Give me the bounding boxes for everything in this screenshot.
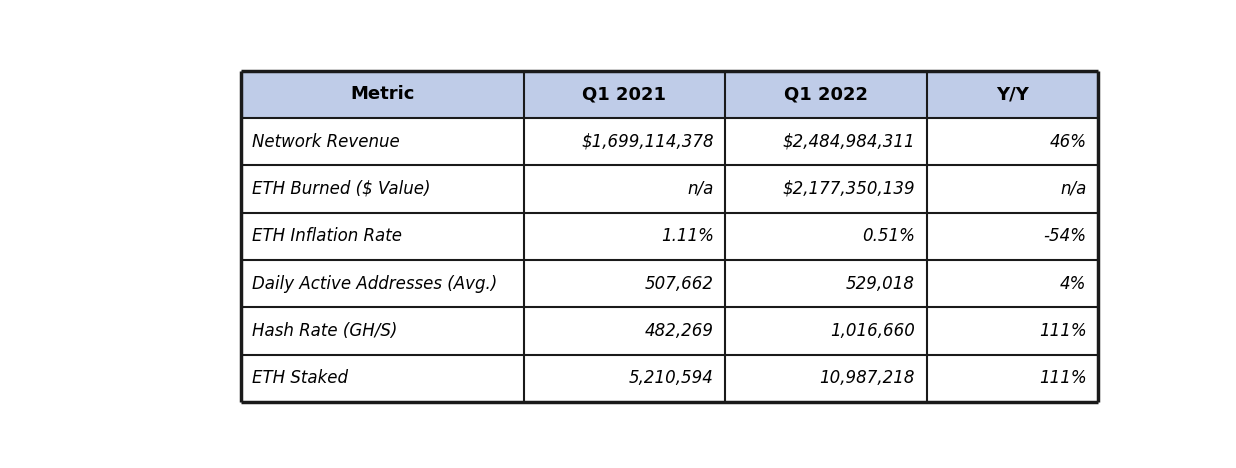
Bar xyxy=(927,260,1098,307)
Bar xyxy=(524,71,726,118)
Text: $2,177,350,139: $2,177,350,139 xyxy=(782,180,915,198)
Bar xyxy=(241,212,524,260)
Text: Daily Active Addresses (Avg.): Daily Active Addresses (Avg.) xyxy=(252,275,497,292)
Bar xyxy=(927,165,1098,212)
Text: 1,016,660: 1,016,660 xyxy=(831,322,915,340)
Bar xyxy=(524,212,726,260)
Text: ETH Staked: ETH Staked xyxy=(252,369,349,388)
Bar xyxy=(524,260,726,307)
Bar xyxy=(524,118,726,165)
Text: 111%: 111% xyxy=(1039,369,1086,388)
Bar xyxy=(726,355,927,402)
Bar xyxy=(726,260,927,307)
Bar xyxy=(726,212,927,260)
Bar xyxy=(927,355,1098,402)
Bar xyxy=(927,71,1098,118)
Text: Q1 2022: Q1 2022 xyxy=(784,85,868,103)
Text: ETH Inflation Rate: ETH Inflation Rate xyxy=(252,227,402,245)
Text: 10,987,218: 10,987,218 xyxy=(819,369,915,388)
Text: ETH Burned ($ Value): ETH Burned ($ Value) xyxy=(252,180,430,198)
Bar xyxy=(241,260,524,307)
Bar xyxy=(927,212,1098,260)
Text: n/a: n/a xyxy=(1060,180,1086,198)
Bar xyxy=(726,118,927,165)
Bar xyxy=(726,71,927,118)
Bar xyxy=(927,118,1098,165)
Bar xyxy=(524,307,726,355)
Text: Metric: Metric xyxy=(350,85,414,103)
Bar xyxy=(726,307,927,355)
Text: 46%: 46% xyxy=(1049,132,1086,151)
Text: 4%: 4% xyxy=(1060,275,1086,292)
Text: Hash Rate (GH/S): Hash Rate (GH/S) xyxy=(252,322,398,340)
Bar xyxy=(241,355,524,402)
Bar xyxy=(241,165,524,212)
Bar xyxy=(927,307,1098,355)
Text: 0.51%: 0.51% xyxy=(863,227,915,245)
Bar xyxy=(524,355,726,402)
Bar xyxy=(241,71,524,118)
Bar xyxy=(241,307,524,355)
Bar xyxy=(726,165,927,212)
Text: 507,662: 507,662 xyxy=(645,275,713,292)
Text: Y/Y: Y/Y xyxy=(996,85,1028,103)
Text: n/a: n/a xyxy=(687,180,713,198)
Text: 482,269: 482,269 xyxy=(645,322,713,340)
Bar xyxy=(241,118,524,165)
Text: Network Revenue: Network Revenue xyxy=(252,132,400,151)
Text: -54%: -54% xyxy=(1043,227,1086,245)
Text: 529,018: 529,018 xyxy=(847,275,915,292)
Text: Q1 2021: Q1 2021 xyxy=(582,85,666,103)
Bar xyxy=(524,165,726,212)
Text: $2,484,984,311: $2,484,984,311 xyxy=(782,132,915,151)
Text: 111%: 111% xyxy=(1039,322,1086,340)
Text: $1,699,114,378: $1,699,114,378 xyxy=(581,132,713,151)
Text: 5,210,594: 5,210,594 xyxy=(629,369,713,388)
Text: 1.11%: 1.11% xyxy=(661,227,713,245)
